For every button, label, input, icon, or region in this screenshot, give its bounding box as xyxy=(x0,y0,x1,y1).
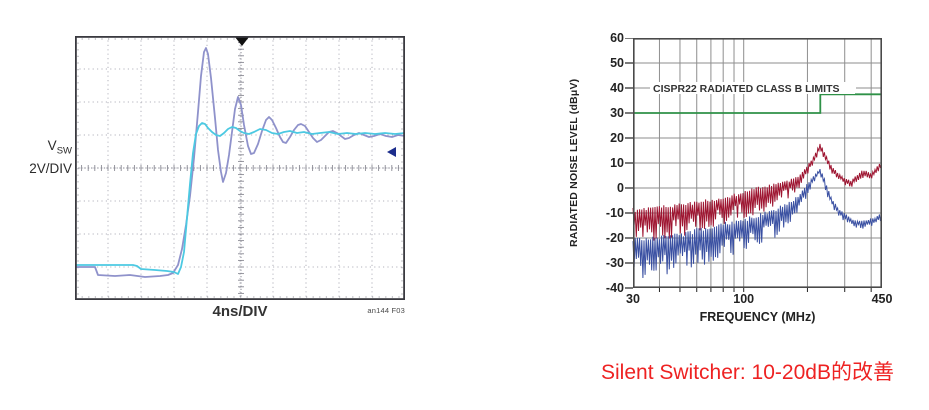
emi-y-tick-label: -20 xyxy=(605,231,624,245)
caption-silent-switcher: Silent Switcher: 10-20dB的改善 xyxy=(601,361,894,384)
emi-y-tick-label: -40 xyxy=(605,281,624,295)
scope-x-axis-label: 4ns/DIV xyxy=(212,303,268,320)
emi-y-tick-label: 50 xyxy=(610,56,624,70)
scope-y-axis-scale: 2V/DIV xyxy=(29,160,72,176)
oscilloscope-plot xyxy=(75,36,405,300)
scope-y-axis-label: VSW 2V/DIV xyxy=(14,137,72,177)
emi-y-tick-label: 40 xyxy=(610,81,624,95)
scope-figure-ref: an144 F03 xyxy=(367,306,405,315)
emi-y-tick-label: -30 xyxy=(605,256,624,270)
scope-y-axis-signal: VSW xyxy=(47,138,72,157)
emi-x-tick-labels: 30 100 450 xyxy=(626,292,892,308)
emi-x-axis-title: FREQUENCY (MHz) xyxy=(699,310,816,324)
emi-y-tick-label: 10 xyxy=(610,156,624,170)
emi-x-tick-label: 30 xyxy=(626,292,640,306)
emi-y-axis-title: RADIATED NOISE LEVEL (dBμV) xyxy=(568,78,580,248)
emi-x-tick-label: 100 xyxy=(733,292,755,306)
emi-y-tick-label: 30 xyxy=(610,106,624,120)
emi-y-tick-labels: 60 50 40 30 20 10 0 -10 -20 -30 -40 xyxy=(584,31,624,295)
emi-y-tick-label: -10 xyxy=(605,206,624,220)
emi-y-tick-label: 20 xyxy=(610,131,624,145)
emi-y-tick-label: 60 xyxy=(610,31,624,45)
emi-y-tick-label: 0 xyxy=(617,181,624,195)
emi-x-tick-label: 450 xyxy=(871,292,893,306)
emi-limit-label: CISPR22 RADIATED CLASS B LIMITS xyxy=(653,83,840,95)
emi-plot: CISPR22 RADIATED CLASS B LIMITS xyxy=(625,38,882,292)
